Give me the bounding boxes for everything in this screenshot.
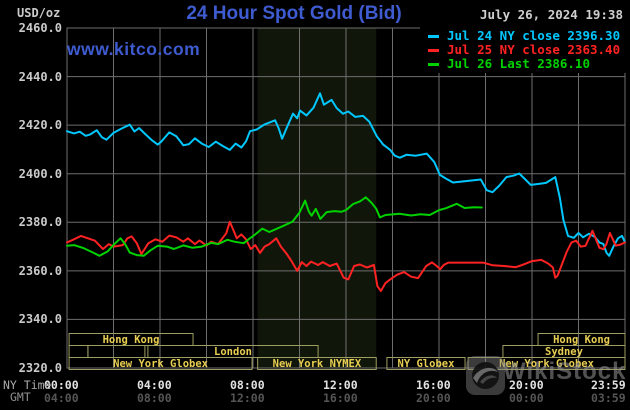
y-tick-label: 2400.0 — [18, 166, 62, 181]
legend-label-jul26: Jul 26 Last 2386.10 — [447, 56, 590, 71]
session-label: Hong Kong — [103, 334, 160, 346]
x-tick-gmt: 16:00 — [323, 390, 358, 405]
x-tick-ny-time: 08:00 — [230, 378, 265, 392]
y-tick-label: 2440.0 — [18, 69, 62, 84]
x-tick-ny-time: 00:00 — [44, 378, 79, 392]
x-tick-ny-time: 12:00 — [323, 378, 358, 392]
page-title: 24 Hour Spot Gold (Bid) — [186, 3, 402, 24]
chart-timestamp: July 26, 2024 19:38 — [480, 7, 623, 22]
x-tick-ny-time: 20:00 — [509, 378, 544, 392]
session-label: New York Globex — [113, 358, 209, 370]
y-axis-unit-label: USD/oz — [17, 6, 61, 20]
session-box — [68, 357, 253, 370]
legend-item-jul26: Jul 26 Last 2386.10 — [428, 57, 630, 71]
x-tick-gmt: 03:59 — [591, 390, 626, 405]
session-box — [386, 357, 466, 370]
x-tick-ny-time: 16:00 — [416, 378, 451, 392]
x-tick-ny-time: 23:59 — [591, 378, 626, 392]
y-tick-label: 2420.0 — [18, 118, 62, 133]
session-label: New York Globex — [499, 358, 595, 370]
kitco-website-link[interactable]: www.kitco.com — [67, 39, 201, 59]
y-tick-label: 2360.0 — [18, 263, 62, 278]
x-tick-gmt: 12:00 — [230, 390, 265, 405]
plot-border — [66, 27, 626, 369]
series-line-jul-26 — [66, 196, 483, 257]
ny-time-axis-label: NY Time — [3, 378, 52, 392]
legend-item-jul24: Jul 24 NY close 2396.30 — [428, 29, 630, 43]
legend-label-jul25: Jul 25 NY close 2363.40 — [447, 42, 621, 57]
x-tick-gmt: 00:00 — [509, 390, 544, 405]
y-tick-label: 2380.0 — [18, 215, 62, 230]
y-tick-label: 2320.0 — [18, 361, 62, 375]
jul25-line-swatch-icon — [428, 49, 439, 52]
session-label: Hong Kong — [553, 334, 610, 346]
jul24-line-swatch-icon — [428, 35, 439, 38]
watermark-text: WikiStock — [503, 358, 627, 385]
series-line-jul-24 — [66, 92, 626, 257]
session-label: NY Globex — [398, 358, 456, 370]
session-label: Sydney — [545, 346, 584, 358]
y-tick-label: 2460.0 — [18, 21, 62, 35]
x-tick-gmt: 20:00 — [416, 390, 451, 405]
nymex-session-shading — [257, 28, 377, 368]
session-label: London — [214, 346, 252, 358]
legend-item-jul25: Jul 25 NY close 2363.40 — [428, 43, 630, 57]
session-box — [467, 357, 626, 370]
gmt-axis-label: GMT — [10, 390, 31, 404]
session-label: New York NYMEX — [273, 358, 362, 370]
x-tick-ny-time: 04:00 — [137, 378, 172, 392]
legend: Jul 24 NY close 2396.30 Jul 25 NY close … — [420, 27, 630, 73]
session-box — [87, 345, 146, 358]
x-tick-gmt: 08:00 — [137, 390, 172, 405]
y-tick-label: 2340.0 — [18, 312, 62, 327]
legend-label-jul24: Jul 24 NY close 2396.30 — [447, 28, 621, 43]
session-box — [257, 357, 377, 370]
session-box — [68, 345, 89, 358]
x-tick-gmt: 04:00 — [44, 390, 79, 405]
series-line-jul-25 — [66, 220, 626, 292]
jul26-line-swatch-icon — [428, 63, 439, 66]
watermark-logo-icon — [466, 356, 505, 395]
